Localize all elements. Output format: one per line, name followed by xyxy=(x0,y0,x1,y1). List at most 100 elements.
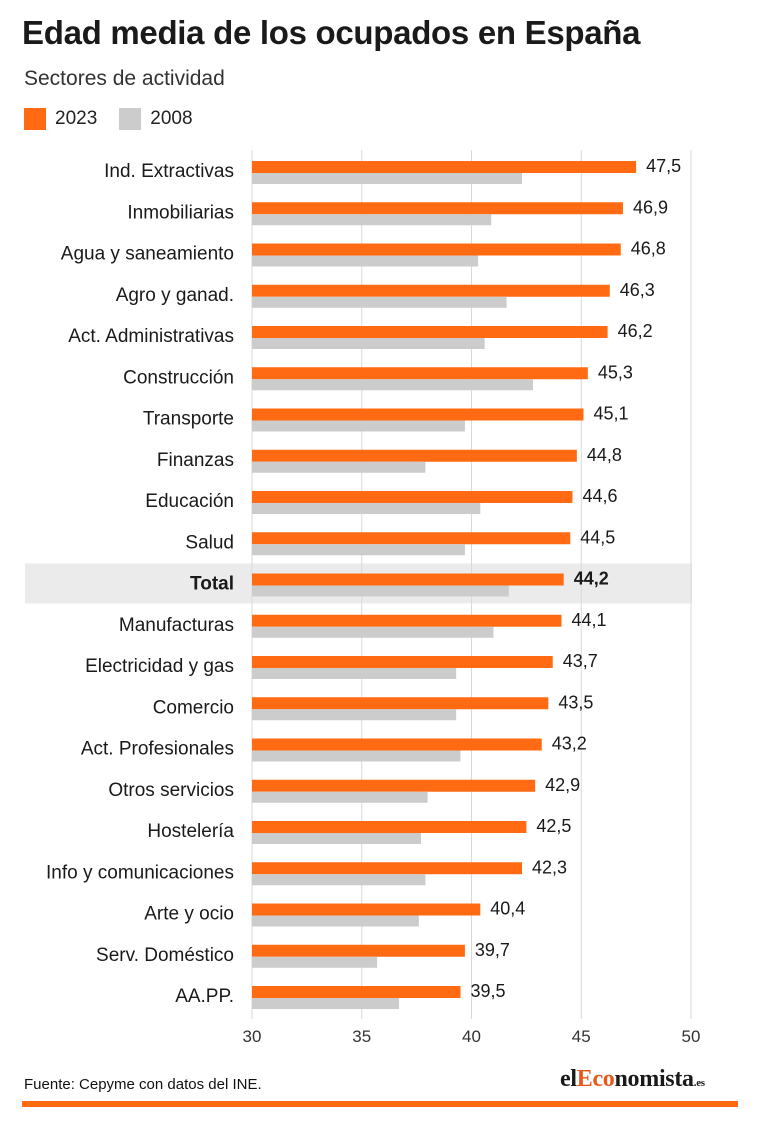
source-note: Fuente: Cepyme con datos del INE. xyxy=(24,1076,262,1093)
bar-2008-manufacturas xyxy=(252,626,494,638)
bar-2008-educacion xyxy=(252,503,481,514)
bar-2008-act-administrativas xyxy=(252,338,485,349)
bar-2023-info-y-comunicaciones xyxy=(252,862,522,875)
category-label-manufacturas: Manufacturas xyxy=(119,615,234,636)
bar-2008-aa-pp xyxy=(252,998,400,1009)
bar-2023-otros-servicios xyxy=(252,779,536,792)
data-label-2023-act-administrativas: 46,2 xyxy=(618,321,653,341)
data-label-2023-comercio: 43,5 xyxy=(558,692,593,712)
legend-label-2008: 2008 xyxy=(150,108,193,129)
data-label-2023-info-y-comunicaciones: 42,3 xyxy=(532,857,567,877)
legend-swatch-2023 xyxy=(24,108,46,130)
bar-2008-construccion xyxy=(252,379,533,391)
publisher-logo: elEconomista.es xyxy=(560,1066,705,1092)
category-label-salud: Salud xyxy=(185,532,234,553)
bar-2008-otros-servicios xyxy=(252,791,428,803)
bar-2023-transporte xyxy=(252,408,584,421)
bar-2008-comercio xyxy=(252,709,457,721)
bar-2023-agro-y-ganad xyxy=(252,284,610,297)
data-label-2023-arte-y-ocio: 40,4 xyxy=(490,899,525,919)
x-tick-label-35: 35 xyxy=(352,1027,371,1046)
data-label-2023-act-profesionales: 43,2 xyxy=(552,734,587,754)
legend-item-2008: 2008 xyxy=(119,108,193,130)
bar-2023-comercio xyxy=(252,697,549,710)
bar-2023-electricidad-y-gas xyxy=(252,656,553,668)
bar-2023-agua-y-saneamiento xyxy=(252,243,621,256)
bar-2023-salud xyxy=(252,532,571,545)
category-label-educacion: Educación xyxy=(145,491,234,512)
bar-2023-ind-extractivas xyxy=(252,161,637,173)
bar-2008-inmobiliarias xyxy=(252,214,492,226)
category-label-comercio: Comercio xyxy=(153,697,234,718)
data-label-2023-finanzas: 44,8 xyxy=(587,445,622,465)
bar-2023-aa-pp xyxy=(252,986,461,998)
data-label-2023-inmobiliarias: 46,9 xyxy=(633,197,668,217)
category-label-total: Total xyxy=(190,574,234,595)
data-label-2023-electricidad-y-gas: 43,7 xyxy=(563,651,598,671)
data-label-2023-otros-servicios: 42,9 xyxy=(545,775,580,795)
bar-2023-arte-y-ocio xyxy=(252,903,481,916)
category-label-ind-extractivas: Ind. Extractivas xyxy=(104,161,234,182)
category-label-construccion: Construcción xyxy=(123,367,234,388)
category-label-otros-servicios: Otros servicios xyxy=(108,780,234,801)
bar-2008-serv-domestico xyxy=(252,956,378,968)
category-label-electricidad-y-gas: Electricidad y gas xyxy=(85,656,234,677)
bar-2008-agro-y-ganad xyxy=(252,296,507,308)
bar-2008-arte-y-ocio xyxy=(252,915,419,927)
data-label-2023-educacion: 44,6 xyxy=(582,486,617,506)
chart-subtitle: Sectores de actividad xyxy=(24,67,225,90)
bar-2008-electricidad-y-gas xyxy=(252,668,457,679)
bar-2008-hosteleria xyxy=(252,833,422,844)
category-label-arte-y-ocio: Arte y ocio xyxy=(144,904,234,925)
bar-2008-info-y-comunicaciones xyxy=(252,874,426,886)
bar-2008-act-profesionales xyxy=(252,750,461,762)
chart-title: Edad media de los ocupados en España xyxy=(22,14,641,51)
bar-2023-educacion xyxy=(252,491,573,503)
data-label-2023-agro-y-ganad: 46,3 xyxy=(620,280,655,300)
x-tick-label-30: 30 xyxy=(243,1027,262,1046)
bar-2008-transporte xyxy=(252,420,465,432)
bar-2008-total xyxy=(252,585,509,597)
category-label-finanzas: Finanzas xyxy=(157,450,234,471)
category-label-agro-y-ganad: Agro y ganad. xyxy=(116,285,234,306)
bar-2023-inmobiliarias xyxy=(252,202,623,215)
category-label-inmobiliarias: Inmobiliarias xyxy=(127,202,234,223)
legend-label-2023: 2023 xyxy=(55,108,98,129)
data-label-2023-transporte: 45,1 xyxy=(593,404,628,424)
bar-2008-ind-extractivas xyxy=(252,173,522,184)
category-label-info-y-comunicaciones: Info y comunicaciones xyxy=(46,862,234,883)
category-label-transporte: Transporte xyxy=(143,409,234,430)
bar-2023-act-profesionales xyxy=(252,738,542,751)
legend-item-2023: 2023 xyxy=(24,108,97,130)
category-label-agua-y-saneamiento: Agua y saneamiento xyxy=(61,244,234,265)
legend: 2023 2008 xyxy=(24,108,215,130)
legend-swatch-2008 xyxy=(119,108,142,130)
x-tick-label-45: 45 xyxy=(572,1027,591,1046)
bar-2023-total xyxy=(252,573,564,586)
bar-chart: Ind. Extractivas 47,5 Inmobiliarias 46,9 Agu… xyxy=(25,150,701,1046)
data-label-2023-agua-y-saneamiento: 46,8 xyxy=(631,239,666,259)
data-label-2023-serv-domestico: 39,7 xyxy=(475,940,510,960)
bar-2008-salud xyxy=(252,544,465,556)
footer-rule xyxy=(22,1101,738,1107)
bar-2023-act-administrativas xyxy=(252,326,608,338)
category-label-act-administrativas: Act. Administrativas xyxy=(68,326,234,347)
x-tick-label-50: 50 xyxy=(682,1027,701,1046)
data-label-2023-total: 44,2 xyxy=(574,569,609,589)
bar-2023-construccion xyxy=(252,367,588,380)
data-label-2023-construccion: 45,3 xyxy=(598,362,633,382)
category-label-serv-domestico: Serv. Doméstico xyxy=(96,945,234,966)
category-label-aa-pp: AA.PP. xyxy=(175,986,234,1007)
bar-2023-serv-domestico xyxy=(252,944,465,957)
category-label-act-profesionales: Act. Profesionales xyxy=(81,739,234,760)
data-label-2023-ind-extractivas: 47,5 xyxy=(646,156,681,176)
data-label-2023-hosteleria: 42,5 xyxy=(536,816,571,836)
x-tick-label-40: 40 xyxy=(462,1027,481,1046)
data-label-2023-manufacturas: 44,1 xyxy=(571,610,606,630)
bar-2023-manufacturas xyxy=(252,614,562,627)
data-label-2023-aa-pp: 39,5 xyxy=(471,981,506,1001)
category-label-hosteleria: Hostelería xyxy=(147,821,234,842)
data-label-2023-salud: 44,5 xyxy=(580,527,615,547)
bar-2008-agua-y-saneamiento xyxy=(252,255,479,267)
bar-2023-finanzas xyxy=(252,449,577,462)
